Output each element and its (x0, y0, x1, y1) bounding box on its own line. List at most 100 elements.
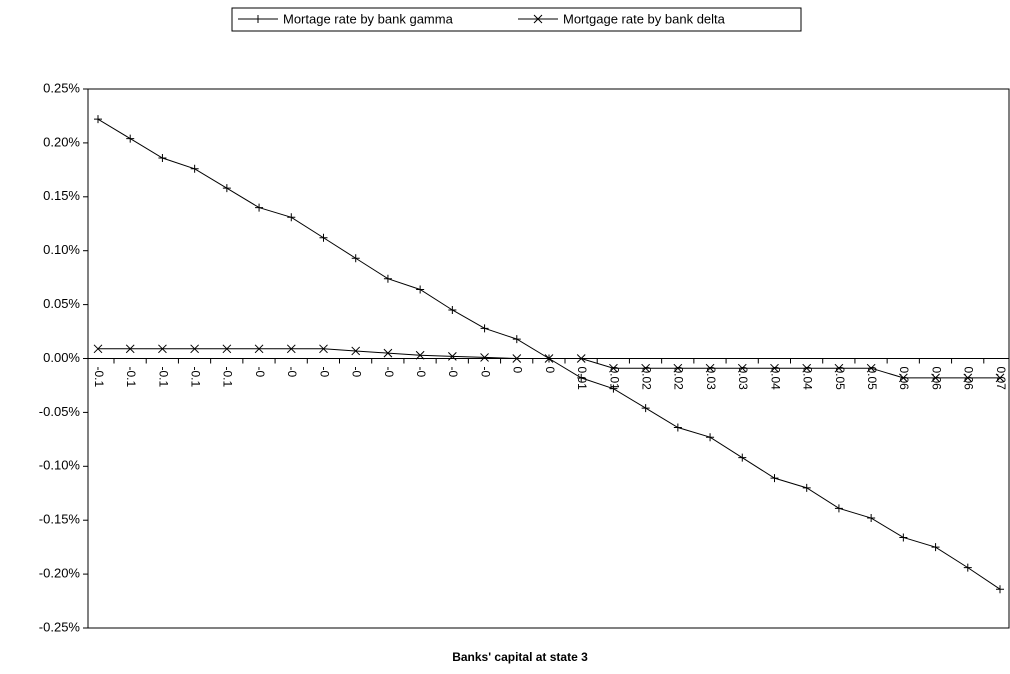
y-tick-label: -0.25% (39, 619, 81, 634)
marker (416, 285, 425, 294)
legend-box (231, 7, 802, 32)
legend-marker (254, 15, 262, 23)
marker (673, 423, 682, 432)
marker (609, 363, 618, 373)
marker (802, 363, 812, 373)
x-tick-label: 0 (511, 367, 525, 374)
series-line (97, 118, 1001, 590)
marker (126, 134, 135, 143)
marker (319, 233, 328, 242)
marker (158, 344, 167, 354)
marker (770, 474, 779, 483)
marker (319, 344, 328, 354)
x-tick-label: -0.1 (221, 367, 235, 388)
marker (286, 344, 296, 354)
x-tick-label: -0.1 (156, 367, 170, 388)
x-tick-label: 0.03 (736, 367, 750, 391)
x-tick-label: 0.04 (801, 367, 815, 391)
marker (254, 344, 264, 354)
legend-label: Mortgage rate by bank delta (563, 11, 726, 26)
marker (190, 164, 199, 173)
marker (705, 363, 715, 373)
marker (576, 354, 586, 363)
x-tick-label: -0 (414, 367, 428, 378)
marker (706, 433, 715, 442)
marker (834, 363, 844, 373)
marker (641, 363, 650, 373)
marker (609, 384, 618, 393)
y-tick-label: 0.20% (43, 134, 80, 149)
marker (222, 344, 232, 354)
x-tick-label: -0 (285, 367, 299, 378)
marker (255, 203, 264, 212)
marker (641, 404, 650, 413)
y-tick-label: 0.05% (43, 296, 80, 311)
marker (480, 324, 489, 333)
marker (512, 335, 521, 344)
y-tick-label: -0.05% (39, 404, 81, 419)
x-tick-label: -0 (382, 367, 396, 378)
marker (899, 533, 908, 542)
marker (94, 115, 102, 124)
x-tick-label: -0 (317, 367, 331, 378)
marker (577, 373, 586, 382)
x-tick-label: 0.04 (768, 367, 782, 391)
marker (738, 453, 747, 462)
marker (448, 305, 457, 314)
marker (125, 344, 135, 354)
x-tick-label: 0.01 (607, 367, 621, 391)
y-tick-label: -0.15% (39, 512, 81, 527)
marker (899, 373, 908, 383)
marker (866, 363, 876, 373)
marker (544, 354, 554, 363)
marker (802, 483, 811, 492)
marker (673, 363, 683, 373)
y-tick-label: -0.10% (39, 458, 81, 473)
marker (770, 363, 779, 373)
marker (158, 153, 167, 162)
y-tick-label: 0.00% (43, 350, 80, 365)
marker (737, 363, 747, 373)
y-tick-label: -0.20% (39, 566, 81, 581)
marker (287, 213, 296, 222)
marker (383, 274, 392, 283)
x-tick-label: 0.03 (704, 367, 718, 391)
x-tick-label: 0.05 (865, 367, 879, 391)
x-tick-label: 0.02 (672, 367, 686, 391)
y-tick-label: 0.15% (43, 188, 80, 203)
x-tick-label: -0 (350, 367, 364, 378)
x-axis-title: Banks' capital at state 3 (452, 650, 588, 664)
y-tick-label: 0.25% (43, 80, 80, 95)
x-tick-label: -0 (478, 367, 492, 378)
legend-label: Mortage rate by bank gamma (283, 11, 454, 26)
x-tick-label: 0.02 (639, 367, 653, 391)
marker (383, 348, 393, 358)
marker (351, 254, 360, 263)
x-tick-label: -0.1 (92, 367, 106, 388)
legend-marker (533, 14, 543, 24)
marker (867, 514, 876, 523)
marker (448, 351, 457, 361)
marker (93, 344, 103, 354)
marker (931, 543, 940, 552)
marker (963, 563, 972, 572)
marker (415, 350, 425, 360)
marker (351, 346, 361, 356)
marker (480, 353, 489, 362)
x-tick-label: -0.1 (188, 367, 202, 388)
marker (931, 373, 940, 383)
y-tick-label: 0.10% (43, 242, 80, 257)
x-tick-label: 0 (543, 367, 557, 374)
marker (996, 585, 1004, 594)
x-tick-label: -0.1 (124, 367, 138, 388)
marker (963, 373, 973, 383)
marker (190, 344, 199, 354)
marker (834, 504, 843, 513)
marker (512, 354, 522, 363)
x-tick-label: -0 (253, 367, 267, 378)
x-tick-label: -0 (446, 367, 460, 378)
marker (995, 373, 1005, 383)
marker (222, 184, 231, 193)
x-tick-label: 0.05 (833, 367, 847, 391)
